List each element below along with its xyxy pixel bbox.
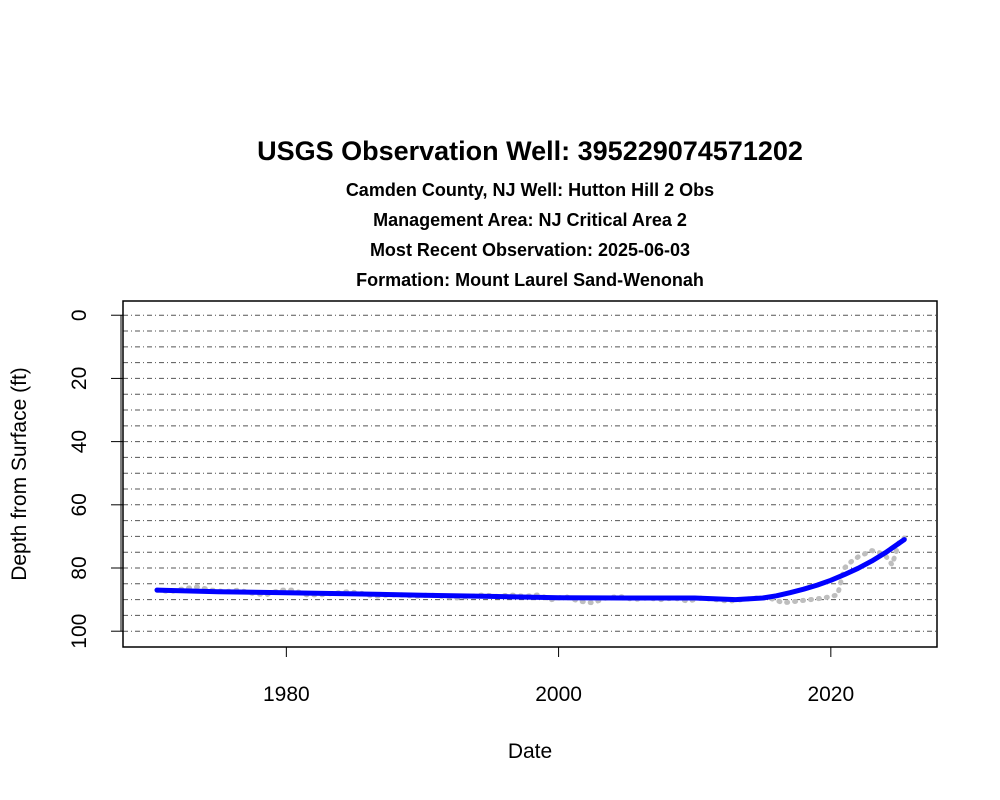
y-tick-label-60: 60 [68,493,91,516]
y-tick-label-20: 20 [68,367,91,390]
chart-title: USGS Observation Well: 395229074571202 [257,136,803,166]
y-axis: 0 20 40 60 80 100 [68,309,123,649]
y-tick-label-80: 80 [68,556,91,579]
chart-subtitle-recent-observation: Most Recent Observation: 2025-06-03 [369,240,691,260]
x-tick-label-2000: 2000 [535,683,582,706]
chart-subtitle-location: Camden County, NJ Well: Hutton Hill 2 Ob… [345,180,715,200]
gridlines [123,314,937,632]
x-axis: 1980 2000 2020 [263,646,854,706]
y-tick-label-40: 40 [68,430,91,453]
y-axis-label: Depth from Surface (ft) [8,367,31,581]
x-tick-label-2020: 2020 [807,683,854,706]
data-series [154,535,907,606]
chart-subtitle-management-area: Management Area: NJ Critical Area 2 [373,210,687,230]
chart-subtitle-formation: Formation: Mount Laurel Sand-Wenonah [356,270,704,290]
y-tick-label-0: 0 [68,309,91,321]
x-tick-label-1980: 1980 [263,683,310,706]
x-axis-label: Date [507,740,553,763]
y-tick-label-100: 100 [68,614,91,649]
trend-series-line [154,537,907,603]
